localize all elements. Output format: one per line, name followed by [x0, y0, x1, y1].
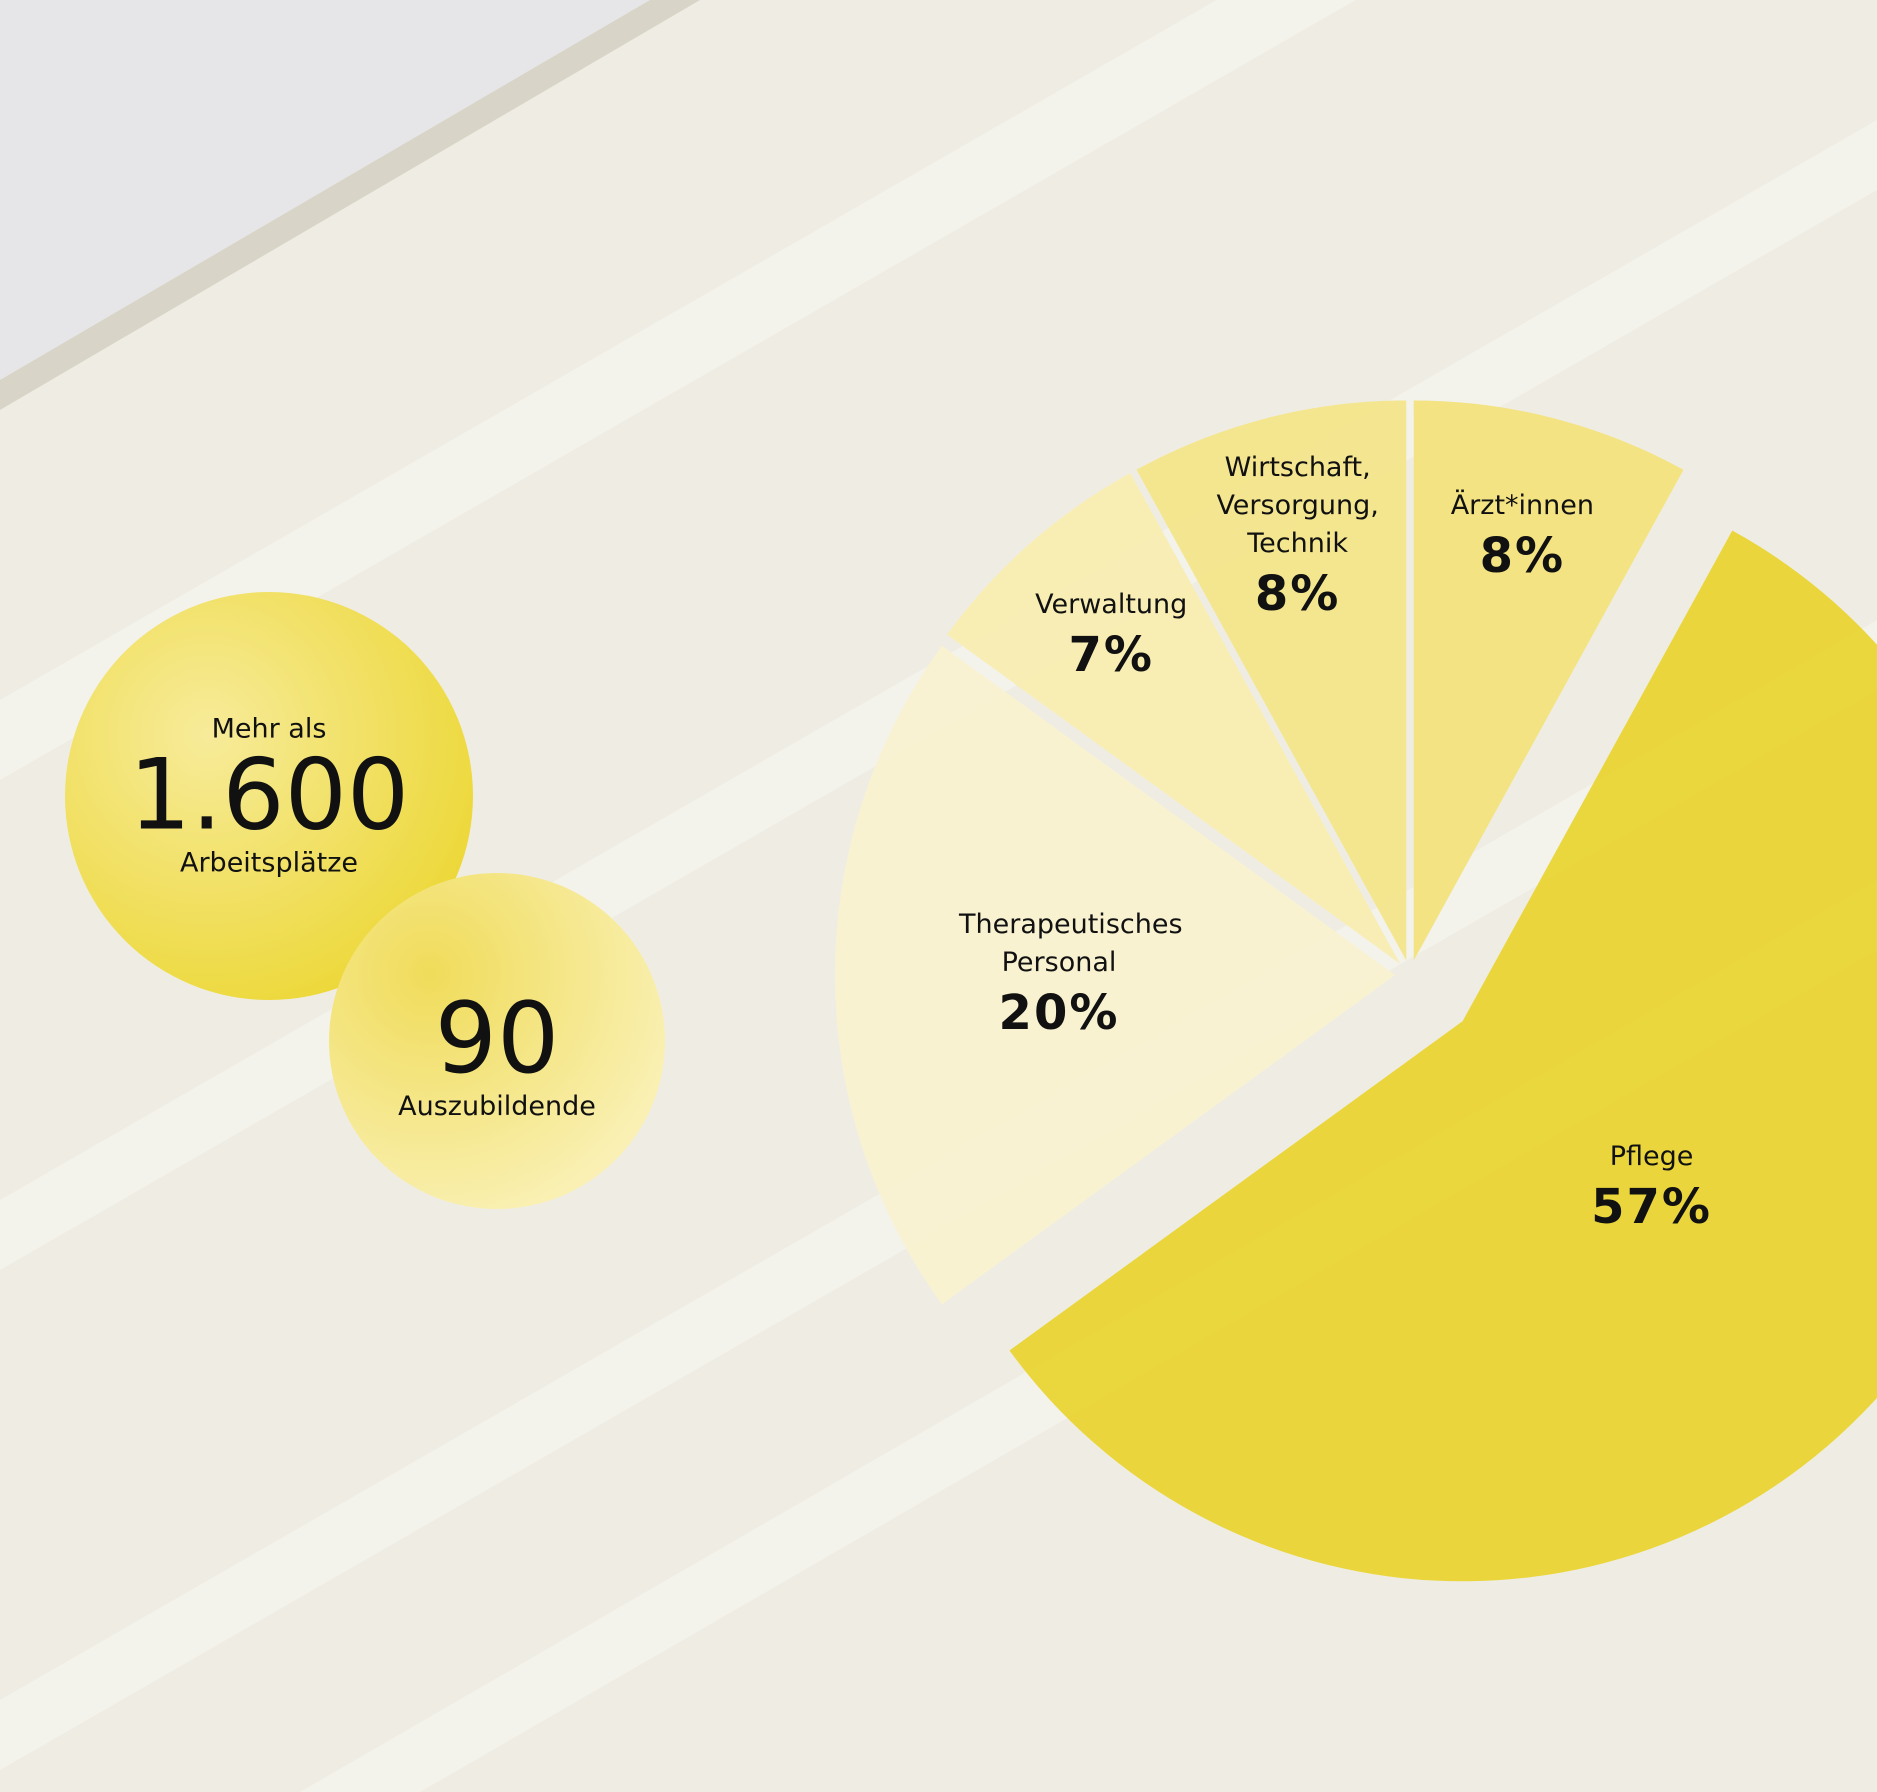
value-label: 20% [959, 982, 1159, 1044]
category-label: Verwaltung [1035, 586, 1187, 624]
chart [0, 0, 1877, 1792]
callout-value: 1.600 [129, 745, 410, 848]
category-label: Therapeutisches Personal [959, 906, 1159, 982]
page: {"chart_data": {"type": "pie", "categori… [0, 0, 1877, 1792]
callout: Mehr als 1.600 Arbeitsplätze [129, 714, 410, 879]
category-label: Ärzt*innen [1451, 487, 1594, 525]
value-label: 8% [1451, 525, 1594, 587]
value-label: 7% [1035, 624, 1187, 686]
value-label: 57% [1591, 1176, 1712, 1238]
category-label: Pflege [1591, 1138, 1712, 1176]
category-label: Wirtschaft, Versorgung, Technik [1198, 450, 1398, 563]
callout-label: Auszubildende [398, 1091, 596, 1122]
value-label: 8% [1198, 563, 1398, 625]
callout: 90 Auszubildende [398, 988, 596, 1122]
callout-value: 90 [398, 988, 596, 1091]
